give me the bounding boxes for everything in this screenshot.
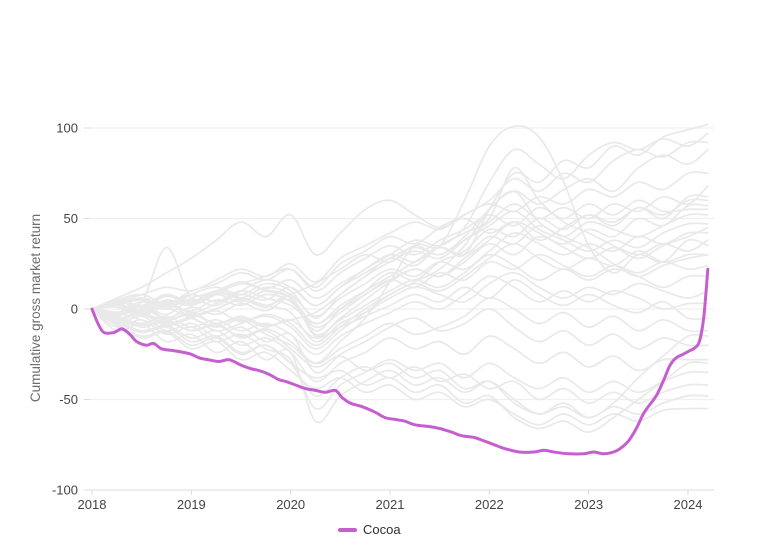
- background-series-line: [91, 308, 709, 426]
- background-series-line: [91, 308, 709, 410]
- background-series-line: [91, 308, 709, 383]
- y-tick-label: -100: [52, 483, 78, 498]
- background-series-line: [91, 308, 709, 404]
- background-series-line: [91, 185, 709, 319]
- background-series-line: [91, 213, 709, 310]
- background-series-line: [91, 171, 709, 310]
- x-tick-label: 2021: [376, 497, 405, 512]
- y-tick-label: -50: [59, 392, 78, 407]
- background-series-line: [91, 210, 709, 316]
- gridlines: [90, 127, 714, 401]
- background-series-line: [91, 199, 709, 310]
- x-tick-label: 2019: [177, 497, 206, 512]
- y-tick-label: 50: [64, 211, 78, 226]
- background-series-line: [91, 198, 709, 310]
- y-tick-label: 0: [71, 302, 78, 317]
- background-series-line: [91, 253, 709, 336]
- background-series-line: [91, 308, 709, 419]
- legend[interactable]: Cocoa: [338, 523, 401, 537]
- x-tick-label: 2024: [674, 497, 703, 512]
- y-axis-title: Cumulative gross market return: [28, 214, 43, 402]
- cocoa-line-series[interactable]: [90, 267, 710, 456]
- background-series-line: [91, 308, 709, 433]
- background-series-line: [91, 279, 709, 339]
- x-tick-label: 2022: [475, 497, 504, 512]
- y-tick-label: 100: [56, 121, 78, 136]
- x-tick-label: 2023: [574, 497, 603, 512]
- x-tick-label: 2020: [276, 497, 305, 512]
- background-series-line: [91, 308, 709, 424]
- cocoa-legend-label: Cocoa: [363, 522, 401, 537]
- background-series-line: [91, 235, 709, 329]
- background-series-line: [91, 271, 709, 343]
- background-series-line: [91, 308, 709, 374]
- cocoa-legend-swatch: [338, 528, 357, 532]
- x-tick-label: 2018: [78, 497, 107, 512]
- background-series-lines: [91, 123, 709, 433]
- background-series-line: [91, 194, 709, 332]
